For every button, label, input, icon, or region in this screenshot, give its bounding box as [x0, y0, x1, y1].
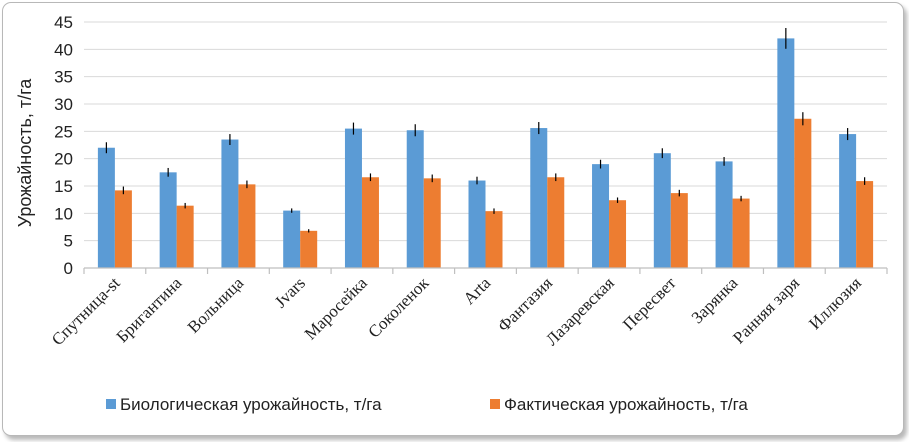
- bar-actual: [547, 177, 565, 268]
- bar-actual: [732, 198, 750, 268]
- bar-biological: [344, 128, 362, 268]
- bar-actual: [423, 178, 441, 268]
- gridlines: [84, 21, 887, 242]
- y-tick-label: 10: [54, 204, 73, 223]
- legend-swatch: [106, 399, 116, 409]
- x-category-label: Иллюзия: [805, 273, 865, 333]
- x-category-label: Соколенок: [364, 273, 433, 342]
- bar-biological: [777, 38, 795, 269]
- bar-actual: [114, 190, 132, 268]
- y-tick-label: 45: [54, 13, 73, 32]
- x-category-label: Arta: [460, 273, 495, 308]
- bar-biological: [283, 210, 301, 268]
- bar-biological: [406, 130, 424, 268]
- y-axis-label: Урожайность, т/га: [15, 78, 35, 228]
- bar-biological: [653, 153, 671, 268]
- bar-actual: [609, 200, 627, 268]
- error-bars: [105, 28, 866, 233]
- x-category-label: Спутница-st: [48, 273, 124, 349]
- bar-actual: [794, 118, 812, 268]
- x-category-label: Jvars: [271, 273, 309, 311]
- y-tick-label: 0: [64, 259, 73, 278]
- x-category-label: Вольница: [184, 273, 248, 337]
- bar-actual: [300, 230, 318, 268]
- y-tick-label: 40: [54, 40, 73, 59]
- legend-label: Биологическая урожайность, т/га: [120, 395, 382, 414]
- legend-swatch: [490, 399, 500, 409]
- y-tick-label: 5: [64, 232, 73, 251]
- bar-biological: [159, 172, 177, 268]
- bar-biological: [468, 180, 486, 268]
- bar-biological: [592, 164, 610, 268]
- y-tick-label: 15: [54, 177, 73, 196]
- legend: Биологическая урожайность, т/га Фактическ…: [106, 395, 748, 414]
- bar-biological: [530, 128, 548, 268]
- x-category-label: Зарянка: [688, 273, 742, 327]
- bar-actual: [176, 205, 194, 268]
- x-category-label: Пересвет: [619, 273, 680, 334]
- x-category-label: Маросейка: [301, 273, 371, 343]
- legend-label: Фактическая урожайность, т/га: [504, 395, 748, 414]
- bars: [97, 38, 874, 269]
- bar-actual: [361, 177, 379, 268]
- bar-biological: [97, 147, 115, 268]
- y-tick-label: 20: [54, 150, 73, 169]
- bar-actual: [238, 184, 256, 268]
- y-tick-label: 30: [54, 95, 73, 114]
- chart-frame: [2, 2, 904, 436]
- bar-actual: [670, 193, 688, 268]
- bar-biological: [715, 161, 733, 268]
- y-tick-label: 35: [54, 68, 73, 87]
- bar-actual: [856, 181, 874, 268]
- x-axis: [83, 267, 888, 274]
- x-category-label: Ранняя заря: [729, 273, 803, 347]
- y-axis-ticks: 0 5 10 15 20 25 30 35 40 45: [54, 13, 73, 278]
- bar-actual: [485, 211, 503, 268]
- x-category-label: Бригантина: [113, 273, 186, 346]
- bar-biological: [221, 139, 239, 268]
- bar-biological: [839, 134, 857, 268]
- y-tick-label: 25: [54, 122, 73, 141]
- x-category-label: Фантазия: [494, 273, 556, 335]
